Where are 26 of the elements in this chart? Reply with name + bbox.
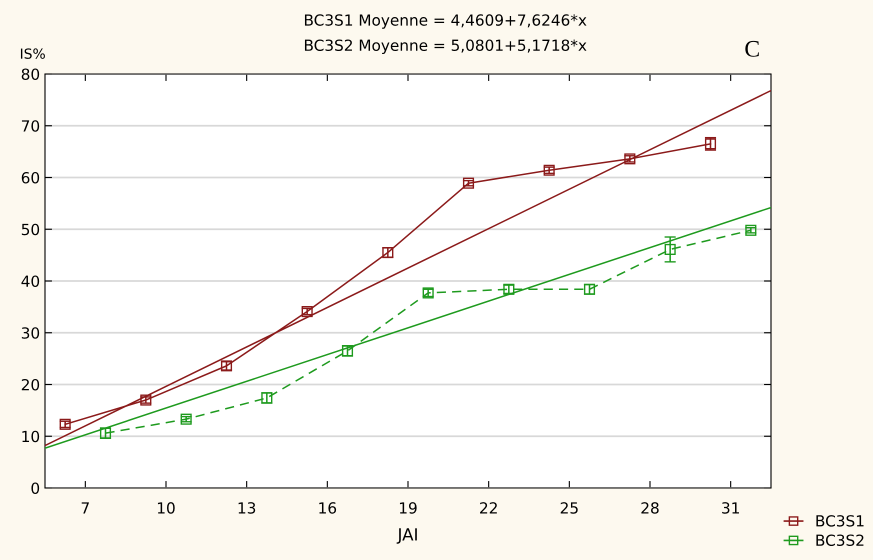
x-tick-label: 19: [400, 502, 417, 514]
x-tick-label: 28: [641, 502, 659, 514]
x-tick-label: 13: [238, 502, 256, 514]
y-tick-label: 30: [22, 327, 40, 339]
y-tick-label: 70: [22, 120, 40, 132]
y-axis-title: IS%: [20, 48, 45, 59]
legend-label: BC3S2: [816, 534, 864, 546]
x-tick-label: 7: [82, 502, 89, 514]
x-tick-label: 31: [722, 502, 739, 514]
y-tick-label: 40: [21, 275, 40, 288]
y-tick-label: 0: [31, 482, 40, 494]
x-tick-label: 22: [480, 502, 497, 514]
point: [664, 244, 676, 255]
x-tick-label: 25: [560, 502, 578, 514]
y-tick-label: 50: [22, 224, 40, 236]
y-tick-label: 80: [22, 68, 40, 80]
legend-label: BC3S1: [816, 515, 864, 527]
y-tick-label: 20: [22, 378, 40, 391]
y-tick-label: 10: [22, 430, 40, 442]
chart-title: BC3S1 Moyenne = 4,4609+7,6246*x: [304, 14, 586, 29]
x-axis-title: JAI: [396, 528, 417, 544]
x-tick-label: 10: [158, 502, 175, 514]
x-tick-label: 16: [319, 502, 336, 514]
text: C: [745, 40, 759, 57]
chart-subtitle: BC3S2 Moyenne = 5,0801+5,1718*x: [304, 39, 586, 54]
y-tick-label: 60: [22, 172, 40, 184]
